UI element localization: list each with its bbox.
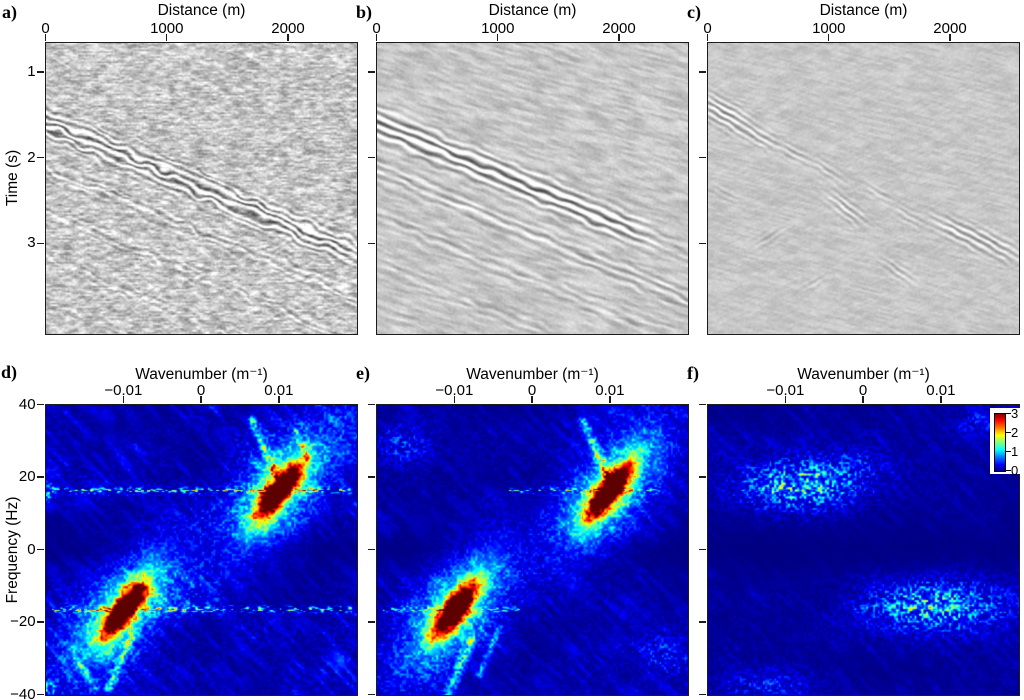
panel-f-xtick-1 xyxy=(862,396,864,404)
panel-c-xtick-label-1: 1000 xyxy=(812,19,846,37)
panel-b-ytick-2 xyxy=(368,242,376,245)
panel-c-xtick-0 xyxy=(706,34,709,42)
panel-c-ytick-0 xyxy=(699,71,707,73)
panel-f-xtick-2 xyxy=(940,396,942,404)
panel-b-letter: b) xyxy=(356,2,373,22)
panel-e-plot: −0.01 0 0.01 xyxy=(368,382,689,696)
panel-e-xaxis-title: Wavenumber (m⁻¹) xyxy=(466,366,599,383)
panel-f-ytick-0 xyxy=(699,403,707,406)
colorbar-tick-label-1: 2 xyxy=(1011,424,1019,440)
panel-f-letter: f) xyxy=(687,363,699,383)
time-axis-title: Time (s) xyxy=(4,149,21,207)
panel-d-ytick-label-2: 0 xyxy=(27,540,36,558)
panel-d-ytick-label-1: 20 xyxy=(18,468,36,486)
panel-e-letter: e) xyxy=(356,363,370,383)
panel-d-ytick-label-0: 40 xyxy=(18,395,36,413)
colorbar-tick-1 xyxy=(1006,431,1011,434)
colorbar-gradient xyxy=(994,413,1006,472)
panel-e-xtick-2 xyxy=(609,396,611,404)
panel-d-ytick-3 xyxy=(37,621,45,623)
panel-b-xtick-label-0: 0 xyxy=(372,19,381,37)
panel-c-xtick-1 xyxy=(828,34,830,42)
panel-d-xtick-1 xyxy=(200,396,202,404)
panel-b-xtick-1 xyxy=(497,34,499,42)
panel-d-ytick-2 xyxy=(37,548,45,551)
panel-f-ytick-3 xyxy=(699,621,707,623)
panel-d-xtick-label-0: −0.01 xyxy=(104,381,143,399)
panel-e-xtick-label-2: 0.01 xyxy=(595,381,625,399)
panel-a-xtick-label-0: 0 xyxy=(41,19,50,37)
panel-b-plot: 0 1000 2000 xyxy=(368,20,689,335)
panel-d-xtick-label-2: 0.01 xyxy=(264,381,294,399)
panel-f-xaxis-title: Wavenumber (m⁻¹) xyxy=(797,366,930,383)
panel-b-xtick-label-1: 1000 xyxy=(481,19,515,37)
panel-d-xtick-label-1: 0 xyxy=(196,381,206,399)
panel-c-ytick-1 xyxy=(699,156,707,159)
panel-d-ytick-1 xyxy=(37,476,45,478)
panel-c-xtick-label-2: 2000 xyxy=(933,19,967,37)
panel-c-plot: 0 1000 2000 xyxy=(699,20,1020,335)
panel-d-ytick-label-3: −20 xyxy=(10,613,36,631)
panel-e-ytick-2 xyxy=(368,548,376,551)
panel-a-ytick-label-2: 3 xyxy=(27,234,36,252)
panel-d-ytick-0 xyxy=(37,403,45,406)
panel-a-xaxis-title: Distance (m) xyxy=(157,2,246,19)
panel-e-xtick-label-0: −0.01 xyxy=(435,381,474,399)
panel-e-ytick-4 xyxy=(368,693,376,696)
panel-c-xaxis-title: Distance (m) xyxy=(819,2,908,19)
colorbar-tick-label-0: 3 xyxy=(1011,405,1019,421)
panel-f-ytick-2 xyxy=(699,548,707,551)
colorbar-tick-2 xyxy=(1006,450,1011,453)
panel-d-plot: −0.01 0 0.01 40 20 0 −20 −40 xyxy=(10,382,358,700)
panel-c-letter: c) xyxy=(687,2,701,22)
colorbar: 3 2 1 0 xyxy=(990,405,1021,477)
panel-c-xtick-label-0: 0 xyxy=(703,19,712,37)
panel-d-xtick-2 xyxy=(278,396,280,404)
panel-f-xtick-label-2: 0.01 xyxy=(926,381,956,399)
colorbar-tick-0 xyxy=(1006,412,1011,415)
panel-c-xtick-2 xyxy=(949,34,951,42)
panel-a-xtick-label-2: 2000 xyxy=(271,19,305,37)
panel-f-xtick-label-0: −0.01 xyxy=(766,381,805,399)
colorbar-tick-label-2: 1 xyxy=(1011,443,1019,459)
panel-c-ytick-2 xyxy=(699,242,707,245)
panel-e-ytick-0 xyxy=(368,403,376,406)
colorbar-tick-3 xyxy=(1006,469,1011,472)
panel-a-ytick-2 xyxy=(37,242,45,245)
panel-d-letter: d) xyxy=(1,362,18,382)
panel-e-xtick-label-1: 0 xyxy=(527,381,537,399)
panel-a-ytick-1 xyxy=(37,156,45,159)
panel-a-xtick-1 xyxy=(166,34,168,42)
panel-f-plot: −0.01 0 0.01 xyxy=(699,382,1020,696)
panel-a-xtick-0 xyxy=(44,34,47,42)
panel-b-xaxis-title: Distance (m) xyxy=(488,2,577,19)
panel-d-ytick-label-4: −40 xyxy=(10,685,36,700)
panel-d-xtick-0 xyxy=(122,396,125,404)
panel-b-xtick-0 xyxy=(375,34,378,42)
colorbar-tick-label-3: 0 xyxy=(1011,462,1019,478)
panel-f-ytick-4 xyxy=(699,693,707,696)
panel-b-ytick-1 xyxy=(368,156,376,159)
panel-f-xtick-0 xyxy=(784,396,787,404)
panel-d-xaxis-title: Wavenumber (m⁻¹) xyxy=(135,366,268,383)
panel-a-ytick-label-1: 2 xyxy=(27,148,36,166)
panel-a-xtick-label-1: 1000 xyxy=(150,19,184,37)
panel-e-xtick-1 xyxy=(531,396,533,404)
panel-f-xtick-label-1: 0 xyxy=(858,381,868,399)
panel-d-ytick-4 xyxy=(37,693,45,696)
panel-e-ytick-1 xyxy=(368,476,376,478)
panel-a-ytick-label-0: 1 xyxy=(27,62,36,80)
panel-f-ytick-1 xyxy=(699,476,707,478)
panel-e-ytick-3 xyxy=(368,621,376,623)
panel-b-xtick-2 xyxy=(618,34,620,42)
panel-a-plot: 0 1000 2000 1 2 3 xyxy=(27,20,358,335)
panel-a-ytick-0 xyxy=(37,71,45,73)
panel-b-ytick-0 xyxy=(368,71,376,73)
panel-e-xtick-0 xyxy=(453,396,456,404)
panel-b-xtick-label-2: 2000 xyxy=(602,19,636,37)
panel-a-letter: a) xyxy=(2,2,17,22)
panel-a-xtick-2 xyxy=(287,34,289,42)
